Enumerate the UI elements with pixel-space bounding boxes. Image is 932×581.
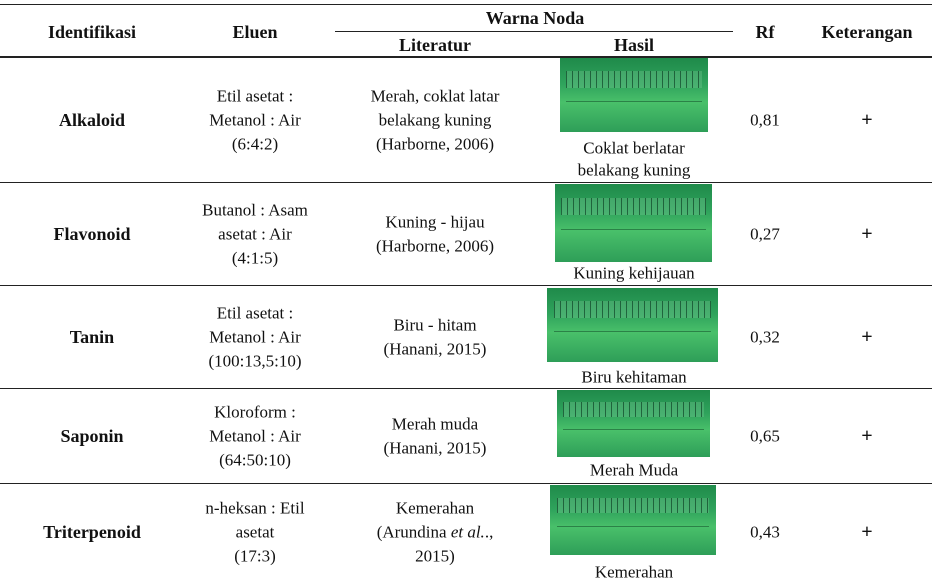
literatur-line: (Arundina et al.., [377,524,494,541]
eluen-line: n-heksan : Etil [205,498,305,518]
identifikasi-cell: Tanin [69,326,115,347]
header-cell: Eluen [232,22,278,42]
rule [0,4,932,5]
literatur-line: Biru - hitam [393,315,477,334]
keterangan-cell: + [861,325,873,348]
rule [335,31,733,32]
header-cell: Rf [755,22,775,42]
ruler-line [553,330,712,332]
eluen-line: (17:3) [234,546,276,566]
header-cell: Hasil [613,35,655,55]
eluen-line: Etil asetat : [216,86,294,105]
tlc-image [547,288,718,362]
text-part: et al. [450,522,485,542]
tlc-image [560,58,708,132]
keterangan-cell: + [861,222,873,245]
keterangan-cell: + [861,424,873,447]
ruler-line [561,229,706,231]
identifikasi-cell: Triterpenoid [43,522,141,542]
hasil-caption: Biru kehitaman [581,367,687,387]
row-rule [0,182,932,183]
ruler-line [556,525,710,527]
identifikasi-cell: Saponin [60,425,124,446]
tlc-image [557,390,710,457]
eluen-line: asetat : Air [218,224,292,243]
tlc-image [555,184,712,262]
text-part: ., [484,522,494,542]
keterangan-cell: + [861,521,873,543]
rf-cell: 0,32 [750,327,780,346]
hasil-caption: Kemerahan [594,562,674,581]
eluen-line: (6:4:2) [231,134,279,153]
ruler [561,198,706,216]
hasil-caption: Kuning kehijauan [573,263,695,283]
eluen-line: Metanol : Air [209,327,301,346]
eluen-line: Metanol : Air [209,110,301,129]
literatur-line: (Harborne, 2006) [375,236,495,255]
hasil-caption: belakang kuning [577,160,691,180]
literatur-line: (Hanani, 2015) [383,339,487,358]
rf-cell: 0,27 [750,224,780,243]
ruler-line [565,100,703,102]
literatur-line: Kuning - hijau [385,212,485,231]
literatur-line: Merah, coklat latar [370,86,500,105]
ruler [556,497,710,513]
header-cell: Identifikasi [47,22,137,42]
ruler [563,402,704,417]
hasil-caption: Coklat berlatar [583,138,685,158]
row-rule [0,483,932,484]
header-cell: Warna Noda [485,8,585,28]
keterangan-cell: + [861,108,873,131]
header-cell: Keterangan [821,22,913,42]
eluen-line: Etil asetat : [216,303,294,322]
ruler-line [563,428,704,430]
literatur-line: 2015) [415,546,455,566]
hasil-caption: Merah Muda [589,460,679,480]
eluen-line: Metanol : Air [209,426,301,445]
eluen-line: Butanol : Asam [202,200,308,219]
eluen-line: asetat [235,522,275,542]
literatur-line: Merah muda [391,414,479,433]
identifikasi-cell: Alkaloid [58,109,126,130]
rule [0,56,932,58]
literatur-line: (Hanani, 2015) [383,438,487,457]
ruler [553,301,712,318]
rf-cell: 0,81 [750,110,780,129]
row-rule [0,388,932,389]
literatur-line: belakang kuning [378,110,492,129]
eluen-line: (4:1:5) [231,248,279,267]
eluen-line: (100:13,5:10) [208,351,302,370]
header-cell: Literatur [399,35,471,55]
literatur-line: (Harborne, 2006) [375,134,495,153]
ruler [565,71,703,88]
literatur-line: Kemerahan [395,498,475,518]
tlc-image [550,485,716,555]
rf-cell: 0,43 [750,522,780,542]
eluen-line: Kloroform : [214,402,296,421]
rf-cell: 0,65 [750,426,780,445]
identifikasi-cell: Flavonoid [53,223,131,244]
row-rule [0,285,932,286]
text-part: (Arundina [376,522,451,542]
eluen-line: (64:50:10) [219,450,291,469]
